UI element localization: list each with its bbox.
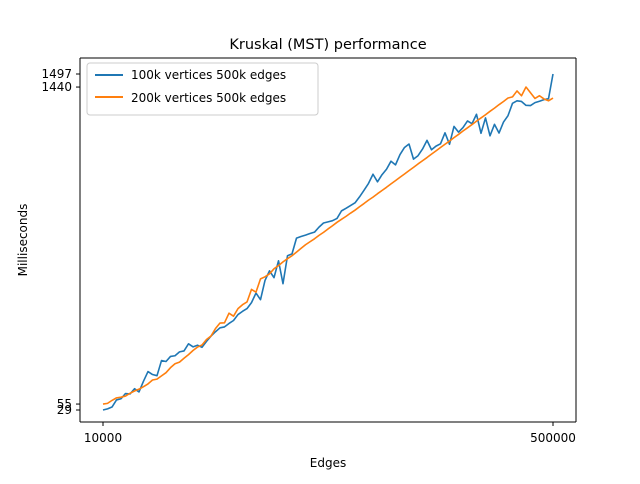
y-tick-label-1: 29 <box>57 403 72 417</box>
x-tick-label-2: 500000 <box>530 431 576 445</box>
x-tick-label-1: 10000 <box>84 431 122 445</box>
chart-title: Kruskal (MST) performance <box>229 37 426 53</box>
legend: 100k vertices 500k edges 200k vertices 5… <box>86 62 319 116</box>
y-tick-label-2: 55 <box>57 397 72 411</box>
legend-box <box>86 62 319 116</box>
legend-label-series-1: 100k vertices 500k edges <box>131 68 286 82</box>
y-axis-label: Milliseconds <box>16 204 30 277</box>
x-axis-label: Edges <box>310 456 346 470</box>
y-tick-label-4: 1497 <box>41 67 72 81</box>
legend-label-series-2: 200k vertices 500k edges <box>131 91 286 105</box>
series-layer <box>102 73 554 411</box>
y-tick-label-3: 1440 <box>41 80 72 94</box>
axes-layer <box>79 57 577 423</box>
series-line-2 <box>102 86 554 405</box>
